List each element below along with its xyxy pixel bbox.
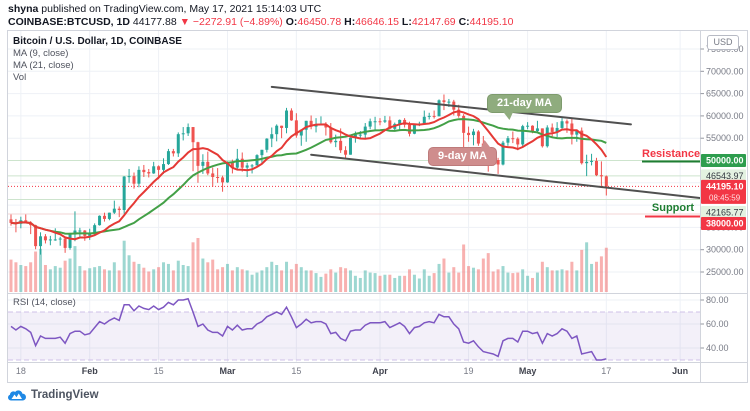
support-label[interactable]: Support bbox=[651, 202, 695, 214]
support-resistance-lines bbox=[642, 160, 700, 218]
chart-frame: 75000.0070000.0065000.0060000.0055000.00… bbox=[7, 30, 748, 383]
date-tick-label: 18 bbox=[15, 366, 26, 376]
price-tick-label: 60000.00 bbox=[706, 111, 744, 121]
price-level-box bbox=[701, 154, 746, 167]
legend-ma9[interactable]: MA (9, close) bbox=[13, 48, 69, 59]
price-tick-label: 55000.00 bbox=[706, 133, 744, 143]
trend-channel bbox=[270, 85, 701, 199]
low-value: 42147.69 bbox=[411, 16, 456, 28]
ma9-callout[interactable]: 9-day MA bbox=[428, 147, 497, 166]
price-level-value: 50000.00 bbox=[706, 156, 744, 166]
price-change: ▼ −2272.91 (−4.89%) bbox=[179, 16, 283, 28]
countdown-timer: 08:45:59 bbox=[709, 193, 741, 202]
date-tick-label: 17 bbox=[601, 366, 612, 376]
date-tick-label: Feb bbox=[81, 366, 98, 376]
price-level-box bbox=[701, 217, 746, 231]
resistance-label[interactable]: Resistance bbox=[642, 148, 701, 160]
ma21-line bbox=[10, 118, 607, 235]
date-axis[interactable]: 18 Feb 15 Mar 15 Apr 19 May 17 Jun bbox=[8, 362, 747, 382]
volume-series bbox=[9, 238, 608, 292]
date-tick-label: 15 bbox=[153, 366, 164, 376]
date-tick-label: Jun bbox=[672, 366, 689, 376]
high-value: 46646.15 bbox=[355, 16, 399, 28]
price-chart-plot[interactable]: 75000.0070000.0065000.0060000.0055000.00… bbox=[8, 31, 747, 362]
low-label: L: bbox=[401, 16, 412, 28]
open-label: O: bbox=[285, 16, 298, 28]
price-axis[interactable]: 75000.0070000.0065000.0060000.0055000.00… bbox=[700, 44, 747, 353]
ma-lines-layer bbox=[10, 110, 608, 241]
symbol-label: COINBASE:BTCUSD, 1D bbox=[8, 16, 130, 28]
last-price: 44177.88 bbox=[132, 16, 177, 28]
date-tick-label: Mar bbox=[219, 366, 236, 376]
currency-badge[interactable]: USD bbox=[707, 35, 739, 50]
legend-ma21[interactable]: MA (21, close) bbox=[13, 60, 74, 71]
price-level-value: 46543.97 bbox=[706, 171, 744, 181]
rsi-pane bbox=[8, 297, 700, 361]
price-tick-label: 25000.00 bbox=[706, 267, 744, 277]
price-tick-label: 40.00 bbox=[706, 343, 729, 353]
ma21-callout[interactable]: 21-day MA bbox=[487, 94, 563, 113]
tradingview-branding[interactable]: TradingView bbox=[8, 386, 99, 404]
date-tick-label: 19 bbox=[463, 366, 474, 376]
tradingview-logo-icon bbox=[8, 389, 26, 400]
author-name: shyna bbox=[8, 3, 39, 15]
rsi-legend[interactable]: RSI (14, close) bbox=[13, 297, 76, 308]
symbol-quote-line: COINBASE:BTCUSD, 1D 44177.88 ▼ −2272.91 … bbox=[8, 16, 513, 28]
close-value: 44195.10 bbox=[469, 16, 514, 28]
date-tick-label: 15 bbox=[291, 366, 302, 376]
legend-symbol[interactable]: Bitcoin / U.S. Dollar, 1D, COINBASE bbox=[13, 36, 182, 47]
price-level-box bbox=[701, 179, 746, 204]
candlestick-series bbox=[9, 94, 608, 255]
open-value: 46450.78 bbox=[297, 16, 342, 28]
chart-legend: Bitcoin / U.S. Dollar, 1D, COINBASE MA (… bbox=[13, 36, 182, 84]
price-level-box bbox=[701, 205, 746, 219]
rsi-line bbox=[10, 297, 607, 361]
price-tick-label: 30000.00 bbox=[706, 245, 744, 255]
upper-trendline bbox=[270, 85, 632, 126]
price-tick-label: 60.00 bbox=[706, 319, 729, 329]
price-tick-label: 70000.00 bbox=[706, 66, 744, 76]
publish-info: shyna published on TradingView.com, May … bbox=[8, 3, 321, 15]
close-label: C: bbox=[458, 16, 470, 28]
tradingview-brand-text: TradingView bbox=[31, 389, 99, 401]
publish-text: published on TradingView.com, May 17, 20… bbox=[38, 3, 322, 15]
date-tick-label: Apr bbox=[372, 366, 388, 376]
price-level-box bbox=[701, 169, 746, 183]
price-level-value: 42165.77 bbox=[706, 207, 744, 217]
date-tick-label: May bbox=[518, 366, 537, 376]
ma9-line bbox=[10, 110, 608, 241]
price-tick-label: 65000.00 bbox=[706, 89, 744, 99]
lower-trendline bbox=[310, 153, 701, 199]
legend-volume[interactable]: Vol bbox=[13, 72, 27, 83]
price-tick-label: 80.00 bbox=[706, 295, 729, 305]
high-label: H: bbox=[344, 16, 356, 28]
price-level-value: 44195.10 bbox=[706, 181, 744, 191]
axis-separator bbox=[700, 363, 701, 382]
price-level-value: 38000.00 bbox=[706, 219, 744, 229]
